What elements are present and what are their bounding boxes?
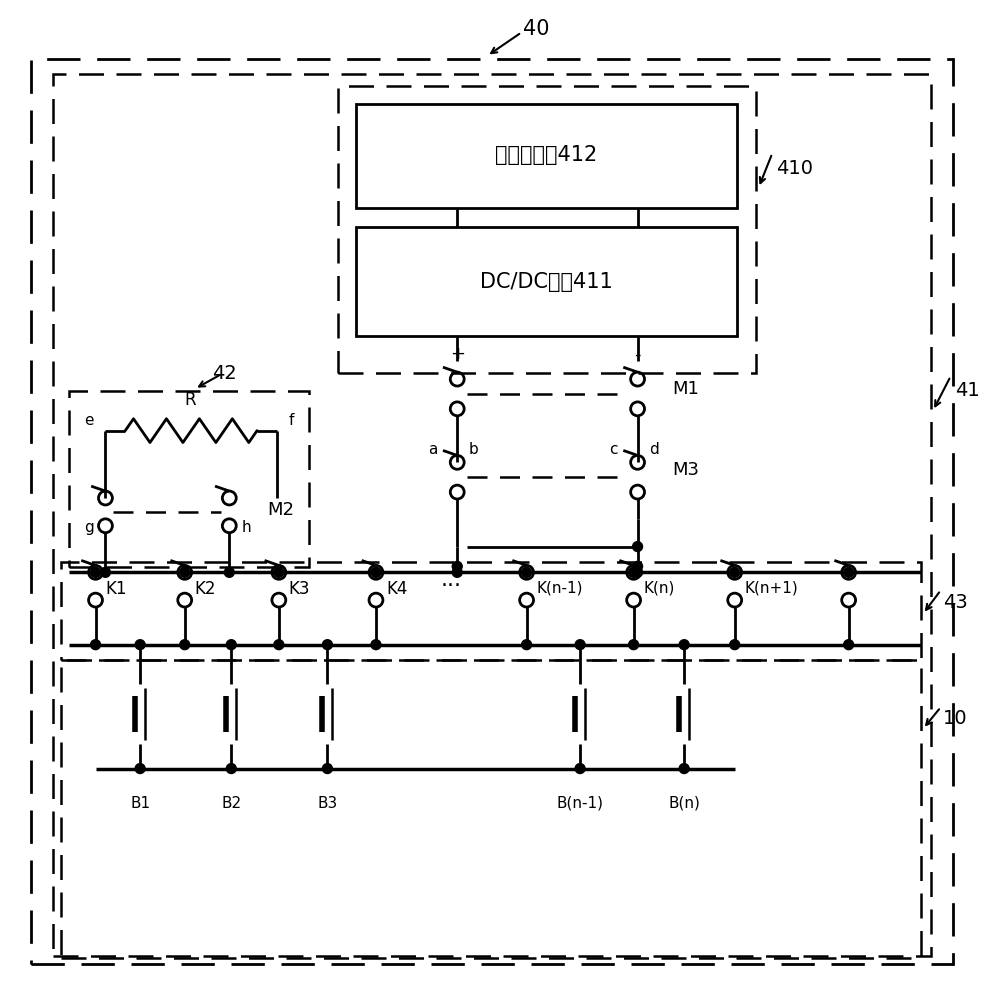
Text: K3: K3 bbox=[289, 580, 311, 598]
Text: K1: K1 bbox=[105, 580, 127, 598]
Text: DC/DC电源411: DC/DC电源411 bbox=[480, 272, 612, 292]
Bar bbox=[338, 86, 757, 373]
Circle shape bbox=[679, 764, 689, 774]
Circle shape bbox=[371, 640, 381, 650]
Circle shape bbox=[322, 764, 332, 774]
Text: B3: B3 bbox=[318, 796, 337, 811]
Circle shape bbox=[90, 567, 100, 577]
Text: M3: M3 bbox=[672, 461, 699, 479]
Text: B1: B1 bbox=[130, 796, 150, 811]
Bar bbox=[69, 391, 309, 567]
Circle shape bbox=[843, 567, 853, 577]
Circle shape bbox=[274, 567, 284, 577]
Text: c: c bbox=[609, 442, 617, 457]
Bar bbox=[356, 227, 736, 336]
Text: g: g bbox=[84, 520, 93, 535]
Text: M1: M1 bbox=[672, 380, 699, 398]
Text: b: b bbox=[469, 442, 479, 457]
Circle shape bbox=[729, 640, 739, 650]
Circle shape bbox=[629, 640, 639, 650]
Text: 直流充电机412: 直流充电机412 bbox=[495, 145, 598, 165]
Text: B(n-1): B(n-1) bbox=[556, 796, 604, 811]
Circle shape bbox=[679, 640, 689, 650]
Text: e: e bbox=[85, 413, 93, 428]
Bar bbox=[61, 562, 921, 660]
Circle shape bbox=[522, 640, 532, 650]
Text: B2: B2 bbox=[221, 796, 242, 811]
Text: K(n-1): K(n-1) bbox=[537, 580, 583, 595]
Circle shape bbox=[180, 567, 190, 577]
Circle shape bbox=[322, 640, 332, 650]
Text: 40: 40 bbox=[523, 19, 549, 39]
Text: 42: 42 bbox=[212, 364, 237, 383]
Text: R: R bbox=[185, 391, 197, 409]
Text: M2: M2 bbox=[267, 501, 294, 519]
Text: B(n): B(n) bbox=[668, 796, 700, 811]
Circle shape bbox=[371, 567, 381, 577]
Text: 43: 43 bbox=[943, 593, 967, 612]
Circle shape bbox=[575, 764, 585, 774]
Bar bbox=[53, 74, 931, 956]
Circle shape bbox=[575, 640, 585, 650]
Text: 410: 410 bbox=[777, 159, 813, 178]
Circle shape bbox=[226, 640, 236, 650]
Text: d: d bbox=[650, 442, 660, 457]
Text: a: a bbox=[428, 442, 437, 457]
Circle shape bbox=[180, 640, 190, 650]
Circle shape bbox=[843, 640, 853, 650]
Circle shape bbox=[452, 561, 462, 571]
Circle shape bbox=[90, 640, 100, 650]
Circle shape bbox=[274, 640, 284, 650]
Text: K2: K2 bbox=[195, 580, 216, 598]
Circle shape bbox=[633, 542, 643, 552]
Circle shape bbox=[136, 640, 145, 650]
Text: K(n+1): K(n+1) bbox=[744, 580, 798, 595]
Bar bbox=[61, 660, 921, 958]
Circle shape bbox=[522, 567, 532, 577]
Text: 10: 10 bbox=[943, 709, 967, 728]
Text: 41: 41 bbox=[954, 381, 979, 400]
Bar bbox=[356, 104, 736, 208]
Circle shape bbox=[633, 561, 643, 571]
Text: +: + bbox=[450, 345, 465, 363]
Circle shape bbox=[633, 567, 643, 577]
Text: ···: ··· bbox=[440, 576, 462, 596]
Circle shape bbox=[629, 567, 639, 577]
Text: h: h bbox=[241, 520, 251, 535]
Circle shape bbox=[100, 567, 110, 577]
Circle shape bbox=[224, 567, 234, 577]
Text: -: - bbox=[634, 345, 641, 363]
Text: K(n): K(n) bbox=[644, 580, 675, 595]
Circle shape bbox=[452, 567, 462, 577]
Circle shape bbox=[729, 567, 739, 577]
Circle shape bbox=[136, 764, 145, 774]
Circle shape bbox=[226, 764, 236, 774]
Text: f: f bbox=[289, 413, 294, 428]
Text: K4: K4 bbox=[386, 580, 407, 598]
